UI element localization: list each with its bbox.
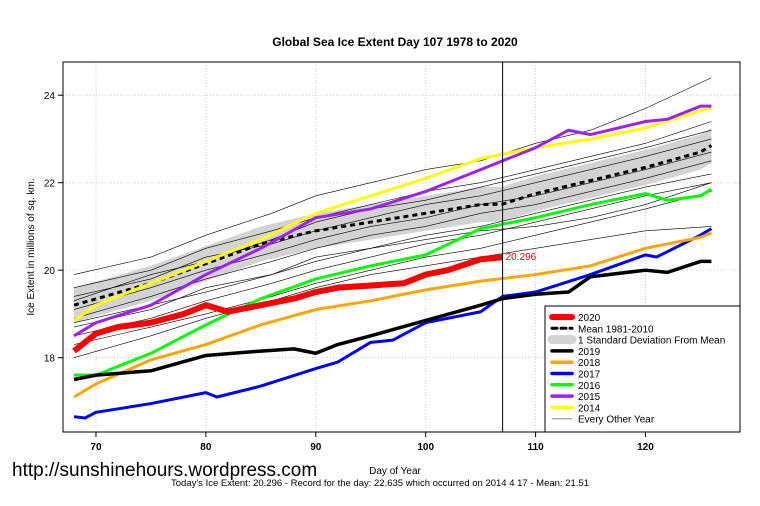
every-other-year-line [73, 182, 712, 337]
series-2015 [73, 104, 712, 338]
series-2017 [73, 227, 713, 420]
every-other-year-line [73, 121, 712, 288]
watermark: http://sunshinehours.wordpress.com [12, 460, 317, 481]
x-tick-label: 120 [637, 442, 654, 453]
every-other-year-line [73, 160, 712, 319]
y-ticks: 18 20 22 24 [44, 91, 63, 365]
sd-band [73, 128, 712, 323]
series-2020 [72, 254, 503, 354]
every-other-year-line [73, 138, 712, 297]
sd-band-area [73, 128, 712, 323]
legend-label: 2017 [578, 370, 601, 381]
legend-label: 2016 [578, 381, 601, 392]
legend-label: Mean 1981-2010 [578, 324, 654, 335]
footer-stats: Today's Ice Extent: 20.296 - Record for … [171, 478, 589, 489]
x-tick-label: 70 [90, 442, 102, 453]
legend-box [544, 305, 741, 433]
chart-title: Global Sea Ice Extent Day 107 1978 to 20… [272, 35, 518, 49]
series-2019 [73, 259, 712, 382]
series-2018 [73, 231, 712, 399]
legend-label: 2020 [578, 313, 601, 324]
x-tick-label: 80 [200, 442, 212, 453]
legend-label: 2014 [578, 403, 601, 414]
y-tick-label: 20 [44, 266, 56, 277]
mean-polyline [73, 144, 713, 307]
plot-frame [62, 61, 741, 433]
y-axis-label: Ice Extent in millions of sq. km. [26, 178, 37, 315]
series-2016 [73, 187, 713, 377]
x-tick-label: 110 [528, 442, 545, 453]
x-tick-label: 100 [417, 442, 434, 453]
legend-label: 2019 [578, 347, 601, 358]
every-other-year-line [73, 151, 712, 310]
legend-label: Every Other Year [578, 415, 655, 426]
every-other-year-line [73, 77, 712, 275]
y-tick-label: 22 [44, 179, 56, 190]
x-ticks: 70 80 90 100 110 120 [90, 432, 654, 453]
y-tick-label: 18 [44, 354, 56, 365]
y-tick-label: 24 [44, 91, 56, 102]
x-tick-label: 90 [310, 442, 322, 453]
every-other-year-line [73, 173, 712, 328]
current-value-label: 20.296 [506, 252, 537, 263]
x-axis-label: Day of Year [369, 466, 421, 477]
every-other-year-line [73, 226, 712, 358]
every-other-year-line [73, 191, 712, 345]
legend-label: 2018 [578, 358, 601, 369]
every-other-year-line [73, 182, 712, 323]
mean-line [73, 144, 713, 307]
legend-label: 2015 [578, 392, 601, 403]
series-lines [72, 104, 713, 420]
legend-label: 1 Standard Deviation From Mean [578, 336, 725, 347]
series-2014 [73, 106, 712, 322]
